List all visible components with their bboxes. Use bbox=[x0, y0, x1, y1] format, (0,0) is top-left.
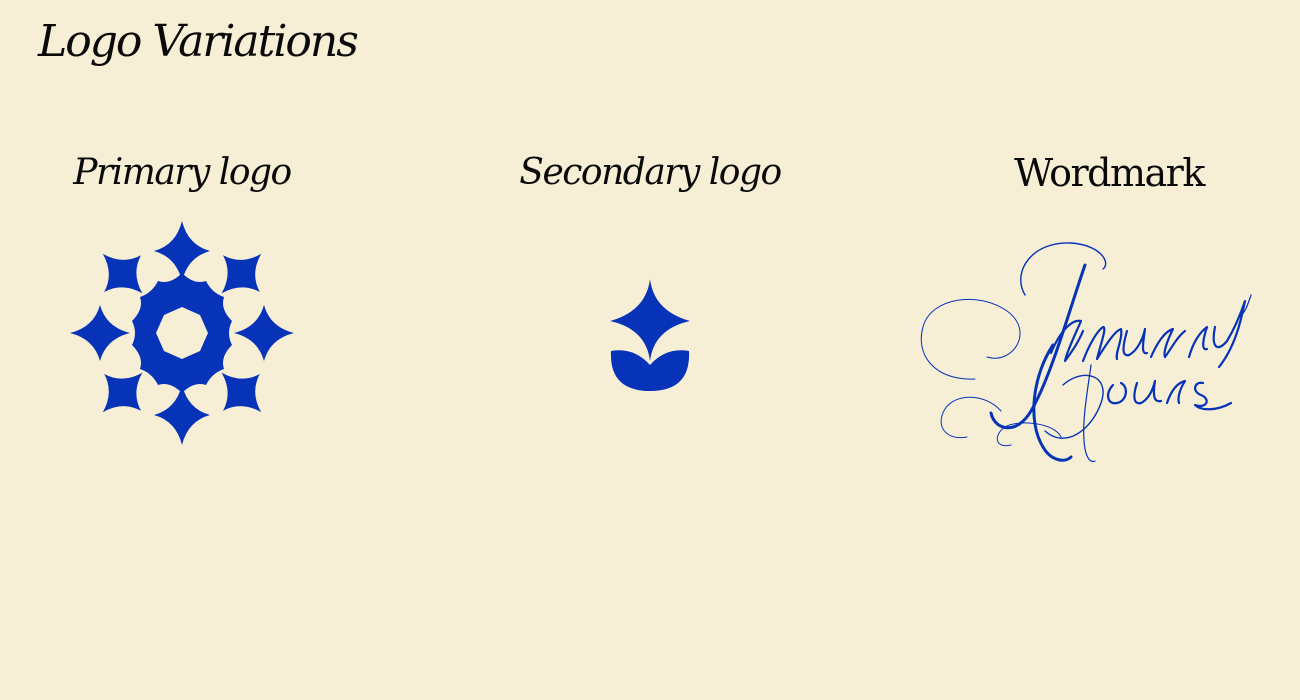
wordmark-section: Wordmark January Hours bbox=[899, 145, 1300, 485]
secondary-logo-heading: Secondary logo bbox=[440, 145, 860, 201]
flower-sparkle-emblem-icon bbox=[70, 221, 294, 445]
secondary-logo-section: Secondary logo bbox=[440, 145, 860, 485]
wordmark-heading: Wordmark bbox=[899, 145, 1300, 201]
primary-logo-section: Primary logo bbox=[0, 145, 392, 485]
page-title: Logo Variations bbox=[38, 12, 357, 72]
primary-logo-heading: Primary logo bbox=[0, 145, 392, 201]
sparkle-bowl-icon bbox=[608, 275, 692, 395]
january-hours-script-wordmark bbox=[915, 235, 1275, 475]
